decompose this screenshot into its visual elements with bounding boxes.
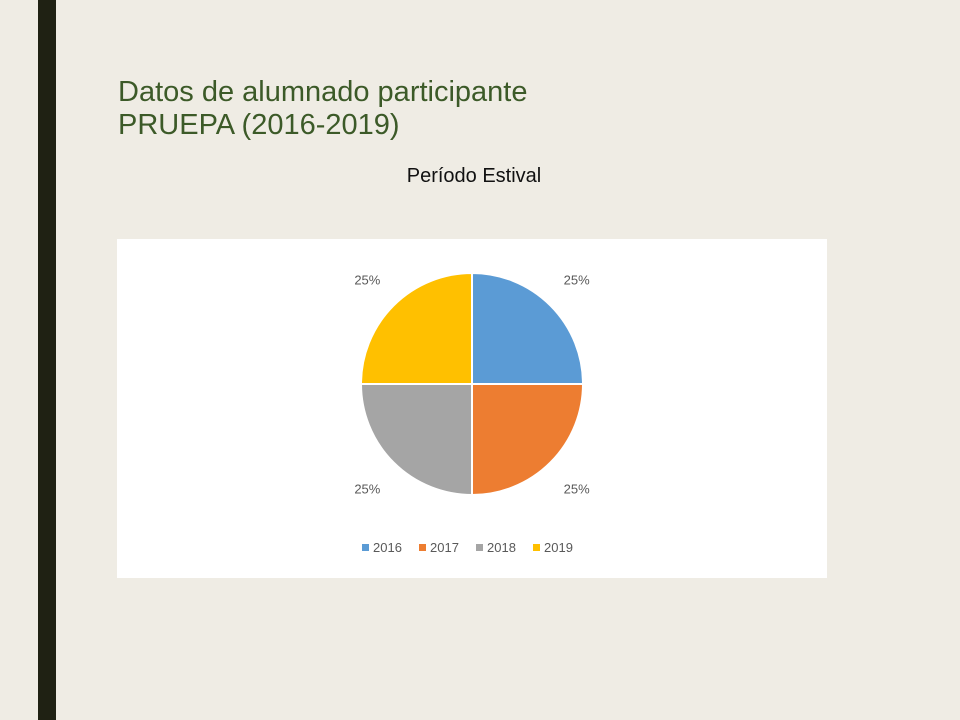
pie-slice-2017 <box>471 383 585 497</box>
data-label-2019: 25% <box>354 272 380 287</box>
slide-title-line-1: Datos de alumnado participante <box>118 76 528 108</box>
legend-swatch-2019 <box>533 544 540 551</box>
legend-swatch-2017 <box>419 544 426 551</box>
pie-slice-2018 <box>359 383 473 497</box>
legend-label-2018: 2018 <box>487 540 516 555</box>
pie-slice-2019 <box>359 271 473 385</box>
legend-swatch-2018 <box>476 544 483 551</box>
slide-title: Datos de alumnado participante PRUEPA (2… <box>118 76 527 142</box>
left-accent-bar <box>38 0 56 720</box>
chart-area: 25% 25% 25% 25% 2016 2017 2018 2019 <box>117 239 827 578</box>
legend-swatch-2016 <box>362 544 369 551</box>
slide-title-line-2: PRUEPA (2016-2019) <box>118 109 400 141</box>
chart-subtitle: Período Estival <box>406 165 542 187</box>
pie-slice-2016 <box>471 271 585 385</box>
legend-label-2017: 2017 <box>430 540 459 555</box>
data-label-2016: 25% <box>564 272 590 287</box>
pie-chart: 25% 25% 25% 25% 2016 2017 2018 2019 <box>354 271 590 555</box>
legend-label-2016: 2016 <box>373 540 402 555</box>
legend-label-2019: 2019 <box>544 540 573 555</box>
data-label-2018: 25% <box>354 482 380 497</box>
data-label-2017: 25% <box>564 482 590 497</box>
